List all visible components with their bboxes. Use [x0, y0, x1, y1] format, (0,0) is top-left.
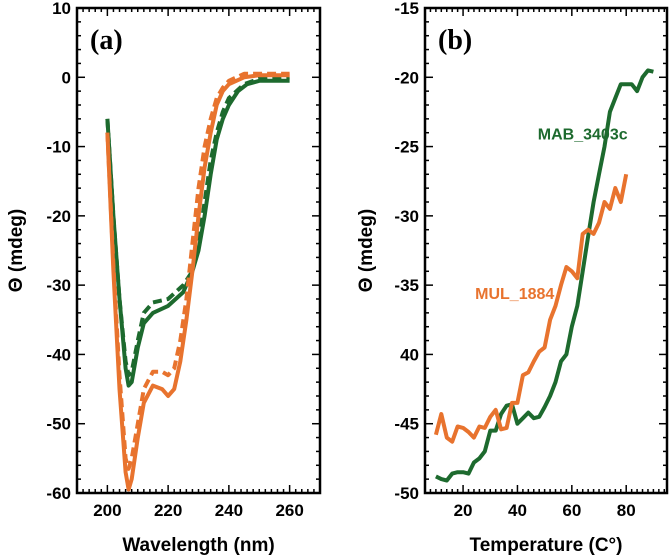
y-tick-label: -25 [394, 138, 419, 157]
x-tick-label: 220 [154, 501, 182, 520]
y-tick-label: 40 [400, 345, 419, 364]
x-tick-label: 40 [508, 501, 527, 520]
x-tick-label: 20 [454, 501, 473, 520]
series-annotation: MUL_1884 [475, 286, 554, 303]
y-tick-label: -20 [394, 68, 419, 87]
x-tick-label: 260 [275, 501, 303, 520]
series-line-MAB_3403c [435, 68, 654, 483]
panel-label: (a) [90, 25, 123, 56]
y-tick-label: -15 [394, 0, 419, 18]
series-annotation: MAB_3403c [538, 127, 628, 144]
y-axis-label: Θ (mdeg) [356, 209, 377, 292]
series-line-orange-solid [105, 73, 290, 492]
series-line-orange-dashed [105, 71, 290, 471]
y-tick-label: -45 [394, 415, 419, 434]
y-tick-label: 0 [62, 68, 71, 87]
y-axis-label: Θ (mdeg) [6, 209, 27, 292]
y-tick-label: -60 [46, 484, 71, 503]
panel-a-wavelength-scan: 200 220 240 260 10 0 -10 -20 -30 -40 -50 -60 Wavelen… [6, 0, 322, 556]
x-tick-label: 80 [617, 501, 636, 520]
y-tick-label: 10 [52, 0, 71, 18]
axis-ticks [424, 7, 667, 494]
x-tick-label: 240 [215, 501, 243, 520]
y-tick-label: -50 [46, 415, 71, 434]
x-axis-label: Wavelength (nm) [122, 535, 274, 556]
panel-b-thermal-melt: 20 40 60 80 -15 -20 -25 -30 -35 40 -45 -50 Temperatu… [356, 0, 669, 556]
x-axis-label: Temperature (C°) [470, 535, 623, 556]
plot-frame [75, 6, 322, 495]
panel-label: (b) [438, 25, 472, 56]
series-line-MUL_1884 [433, 173, 629, 444]
y-tick-label: -40 [46, 345, 71, 364]
x-tick-label: 200 [93, 501, 121, 520]
y-tick-label: -30 [46, 276, 71, 295]
x-tick-label: 60 [562, 501, 581, 520]
y-tick-label: -50 [394, 484, 419, 503]
y-tick-label: -10 [46, 138, 71, 157]
y-tick-label: -35 [394, 276, 419, 295]
plot-frame [423, 6, 669, 495]
series-line-green-dashed [105, 75, 290, 378]
y-tick-label: -30 [394, 207, 419, 226]
y-tick-label: -20 [46, 207, 71, 226]
